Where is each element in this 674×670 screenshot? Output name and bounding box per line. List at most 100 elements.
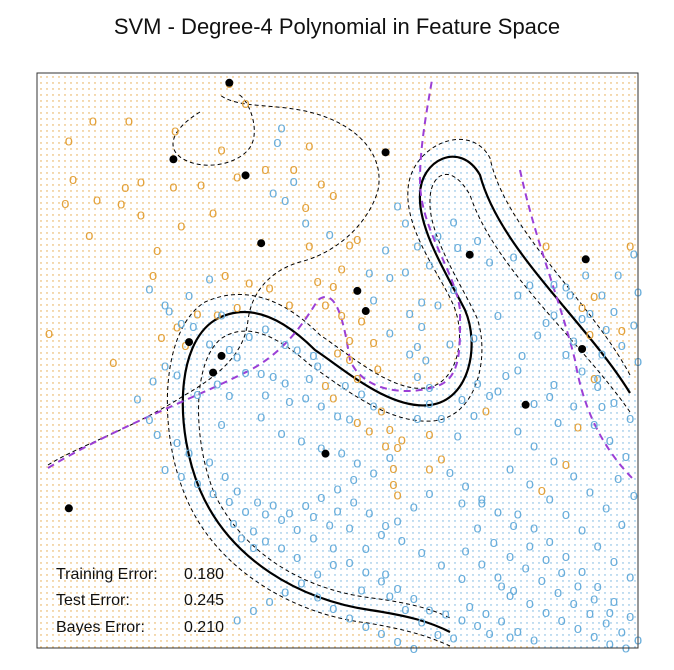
- grid-dot: [172, 250, 174, 252]
- grid-dot: [304, 172, 306, 174]
- grid-dot: [298, 76, 300, 78]
- grid-dot: [76, 184, 78, 186]
- grid-dot: [352, 94, 354, 96]
- grid-dot: [238, 262, 240, 264]
- grid-dot: [40, 418, 42, 420]
- grid-dot: [220, 388, 222, 390]
- grid-dot: [154, 166, 156, 168]
- grid-dot: [274, 280, 276, 282]
- grid-dot: [88, 616, 90, 618]
- grid-dot: [286, 418, 288, 420]
- grid-dot: [340, 550, 342, 552]
- grid-dot: [58, 544, 60, 546]
- grid-dot: [250, 118, 252, 120]
- grid-dot: [244, 568, 246, 570]
- grid-dot: [88, 376, 90, 378]
- grid-dot: [76, 190, 78, 192]
- grid-dot: [214, 538, 216, 540]
- grid-dot: [298, 202, 300, 204]
- grid-dot: [232, 406, 234, 408]
- grid-dot: [40, 526, 42, 528]
- grid-dot: [322, 274, 324, 276]
- grid-dot: [274, 466, 276, 468]
- grid-dot: [346, 160, 348, 162]
- grid-dot: [208, 340, 210, 342]
- grid-dot: [52, 478, 54, 480]
- grid-dot: [196, 178, 198, 180]
- grid-dot: [322, 232, 324, 234]
- grid-dot: [274, 478, 276, 480]
- grid-dot: [286, 322, 288, 324]
- grid-dot: [88, 622, 90, 624]
- grid-dot: [286, 208, 288, 210]
- grid-dot: [292, 208, 294, 210]
- grid-dot: [214, 202, 216, 204]
- grid-dot: [94, 520, 96, 522]
- grid-dot: [328, 412, 330, 414]
- grid-dot: [178, 442, 180, 444]
- grid-dot: [124, 364, 126, 366]
- grid-dot: [118, 184, 120, 186]
- grid-dot: [118, 76, 120, 78]
- grid-dot: [100, 406, 102, 408]
- grid-dot: [52, 352, 54, 354]
- grid-dot: [208, 328, 210, 330]
- grid-dot: [184, 268, 186, 270]
- grid-dot: [118, 574, 120, 576]
- grid-dot: [46, 166, 48, 168]
- grid-dot: [226, 196, 228, 198]
- grid-dot: [280, 346, 282, 348]
- grid-dot: [106, 172, 108, 174]
- grid-dot: [64, 286, 66, 288]
- grid-dot: [268, 304, 270, 306]
- grid-dot: [214, 382, 216, 384]
- grid-dot: [184, 628, 186, 630]
- grid-dot: [70, 538, 72, 540]
- grid-dot: [292, 268, 294, 270]
- grid-dot: [214, 508, 216, 510]
- grid-dot: [94, 190, 96, 192]
- grid-dot: [322, 562, 324, 564]
- grid-dot: [94, 562, 96, 564]
- grid-dot: [124, 106, 126, 108]
- grid-dot: [208, 160, 210, 162]
- grid-dot: [292, 202, 294, 204]
- grid-dot: [154, 154, 156, 156]
- grid-dot: [280, 610, 282, 612]
- grid-dot: [208, 634, 210, 636]
- grid-dot: [346, 472, 348, 474]
- grid-dot: [52, 304, 54, 306]
- grid-dot: [202, 430, 204, 432]
- grid-dot: [256, 370, 258, 372]
- grid-dot: [70, 190, 72, 192]
- grid-dot: [322, 214, 324, 216]
- grid-dot: [130, 400, 132, 402]
- grid-dot: [322, 436, 324, 438]
- grid-dot: [196, 562, 198, 564]
- grid-dot: [202, 346, 204, 348]
- grid-dot: [220, 148, 222, 150]
- grid-dot: [112, 628, 114, 630]
- grid-dot: [190, 388, 192, 390]
- grid-dot: [280, 562, 282, 564]
- grid-dot: [316, 646, 318, 648]
- grid-dot: [322, 316, 324, 318]
- grid-dot: [214, 628, 216, 630]
- grid-dot: [226, 292, 228, 294]
- grid-dot: [250, 628, 252, 630]
- grid-dot: [64, 232, 66, 234]
- grid-dot: [160, 580, 162, 582]
- grid-dot: [244, 130, 246, 132]
- grid-dot: [76, 550, 78, 552]
- grid-dot: [100, 610, 102, 612]
- grid-dot: [256, 262, 258, 264]
- grid-dot: [256, 292, 258, 294]
- grid-dot: [280, 484, 282, 486]
- grid-dot: [106, 232, 108, 234]
- grid-dot: [220, 502, 222, 504]
- grid-dot: [172, 454, 174, 456]
- grid-dot: [178, 400, 180, 402]
- grid-dot: [346, 640, 348, 642]
- grid-dot: [82, 124, 84, 126]
- grid-dot: [64, 280, 66, 282]
